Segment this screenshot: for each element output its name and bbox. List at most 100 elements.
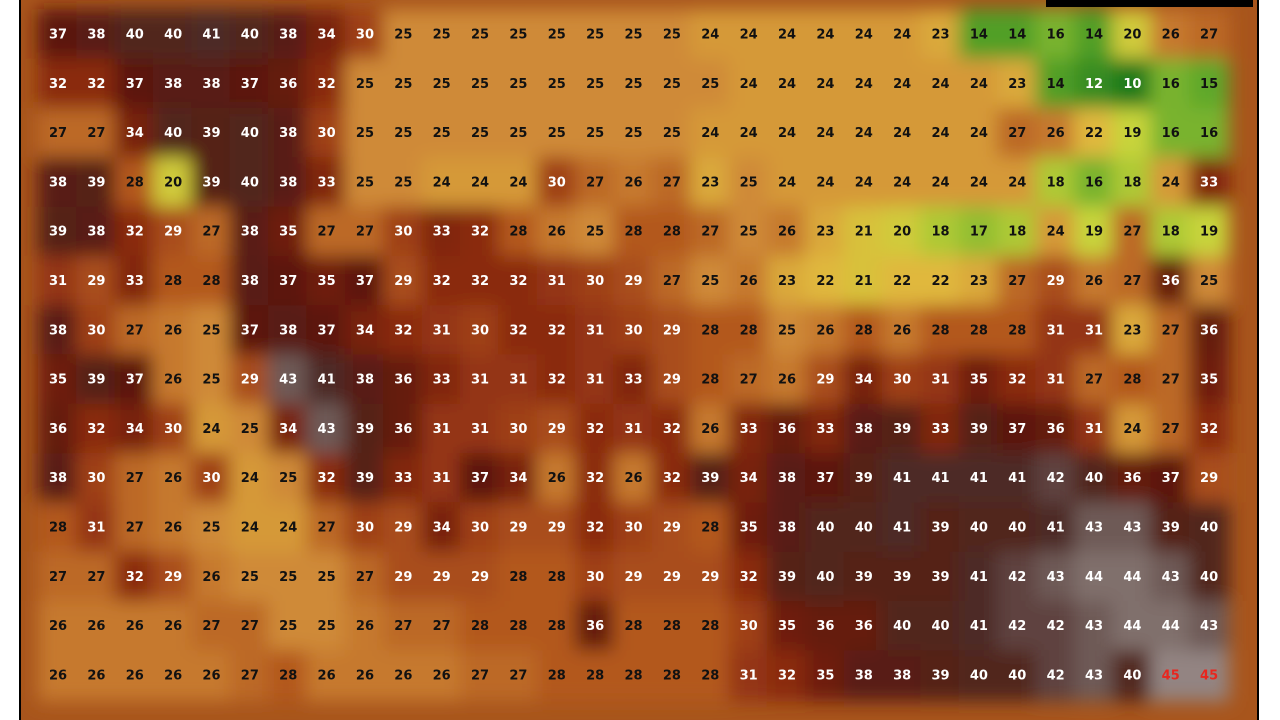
temperature-label: 41 xyxy=(970,619,988,634)
temperature-cell xyxy=(920,58,961,110)
temperature-cell xyxy=(1035,9,1076,61)
temperature-cell xyxy=(958,453,1000,505)
temperature-label: 45 xyxy=(1200,668,1218,683)
temperature-cell xyxy=(651,157,693,209)
temperature-label: 30 xyxy=(548,175,566,190)
temperature-cell xyxy=(1188,157,1230,209)
temperature-label: 29 xyxy=(509,521,527,536)
temperature-cell xyxy=(766,551,808,603)
temperature-label: 34 xyxy=(126,422,144,437)
temperature-cell xyxy=(997,305,1038,357)
temperature-label: 29 xyxy=(1047,274,1065,289)
temperature-cell xyxy=(843,305,884,357)
temperature-cell xyxy=(383,403,424,456)
temperature-cell xyxy=(574,403,616,456)
temperature-label: 25 xyxy=(625,77,643,92)
temperature-cell xyxy=(268,9,309,61)
temperature-cell xyxy=(958,157,1000,209)
temperature-label: 16 xyxy=(1162,126,1180,141)
temperature-label: 37 xyxy=(471,471,489,486)
temperature-cell xyxy=(881,650,923,702)
temperature-cell xyxy=(1035,453,1076,505)
temperature-cell xyxy=(421,453,462,505)
temperature-cell xyxy=(268,403,309,456)
temperature-label: 25 xyxy=(625,28,643,43)
temperature-cell xyxy=(76,305,117,357)
temperature-label: 26 xyxy=(1085,274,1103,289)
temperature-cell xyxy=(728,600,769,653)
temperature-cell xyxy=(536,107,577,160)
temperature-cell xyxy=(1073,9,1115,61)
temperature-label: 37 xyxy=(1162,471,1180,486)
temperature-cell xyxy=(498,502,539,554)
temperature-cell xyxy=(805,9,846,61)
temperature-label: 31 xyxy=(1047,323,1065,338)
temperature-label: 24 xyxy=(1123,422,1141,437)
temperature-cell xyxy=(574,600,616,653)
temperature-label: 25 xyxy=(548,126,566,141)
temperature-label: 38 xyxy=(87,225,105,240)
temperature-label: 32 xyxy=(1200,422,1218,437)
temperature-label: 44 xyxy=(1123,619,1141,634)
temperature-cell xyxy=(690,58,731,110)
temperature-label: 43 xyxy=(1085,619,1103,634)
temperature-label: 28 xyxy=(1123,373,1141,388)
temperature-label: 41 xyxy=(1008,471,1026,486)
temperature-label: 32 xyxy=(433,274,451,289)
temperature-label: 27 xyxy=(433,619,451,634)
temperature-label: 25 xyxy=(241,422,259,437)
temperature-label: 24 xyxy=(816,28,834,43)
temperature-label: 27 xyxy=(241,668,259,683)
temperature-label: 22 xyxy=(893,274,911,289)
temperature-label: 38 xyxy=(87,28,105,43)
temperature-label: 28 xyxy=(701,323,719,338)
temperature-label: 30 xyxy=(625,521,643,536)
temperature-cell xyxy=(306,600,347,653)
temperature-label: 32 xyxy=(586,471,604,486)
temperature-cell xyxy=(805,354,846,406)
temperature-cell xyxy=(114,206,155,258)
temperature-cell xyxy=(728,502,769,554)
temperature-label: 14 xyxy=(1085,28,1103,43)
temperature-cell xyxy=(881,453,923,505)
temperature-label: 37 xyxy=(318,323,336,338)
temperature-cell xyxy=(1073,354,1115,406)
temperature-label: 31 xyxy=(433,422,451,437)
temperature-label: 28 xyxy=(625,619,643,634)
temperature-label: 31 xyxy=(49,274,67,289)
temperature-label: 38 xyxy=(778,521,796,536)
temperature-label: 43 xyxy=(1047,570,1065,585)
temperature-cell xyxy=(383,650,424,702)
temperature-label: 17 xyxy=(970,225,988,240)
temperature-cell xyxy=(498,305,539,357)
temperature-label: 32 xyxy=(663,422,681,437)
temperature-label: 24 xyxy=(1162,175,1180,190)
temperature-cell xyxy=(536,206,577,258)
temperature-label: 24 xyxy=(855,28,873,43)
temperature-cell xyxy=(805,255,846,308)
temperature-cell xyxy=(690,600,731,653)
temperature-cell xyxy=(421,58,462,110)
temperature-cell xyxy=(1150,206,1191,258)
temperature-label: 27 xyxy=(202,619,220,634)
temperature-cell xyxy=(383,107,424,160)
temperature-label: 31 xyxy=(931,373,949,388)
temperature-label: 25 xyxy=(241,570,259,585)
temperature-cell xyxy=(306,305,347,357)
temperature-label: 28 xyxy=(701,668,719,683)
temperature-cell xyxy=(76,502,117,554)
temperature-cell xyxy=(459,600,501,653)
temperature-cell xyxy=(1035,551,1076,603)
temperature-cell xyxy=(1035,206,1076,258)
temperature-label: 32 xyxy=(1008,373,1026,388)
temperature-label: 25 xyxy=(663,126,681,141)
temperature-cell xyxy=(383,58,424,110)
temperature-label: 33 xyxy=(816,422,834,437)
temperature-label: 41 xyxy=(893,471,911,486)
map-area: 37 38 40 40 41 40 38 34 30 25 25 25 25 25 25 25 25 24 24 24… xyxy=(20,0,1258,720)
temperature-label: 41 xyxy=(202,28,220,43)
temperature-cell xyxy=(344,255,386,308)
temperature-label: 28 xyxy=(663,619,681,634)
temperature-label: 32 xyxy=(471,225,489,240)
temperature-cell xyxy=(229,58,271,110)
